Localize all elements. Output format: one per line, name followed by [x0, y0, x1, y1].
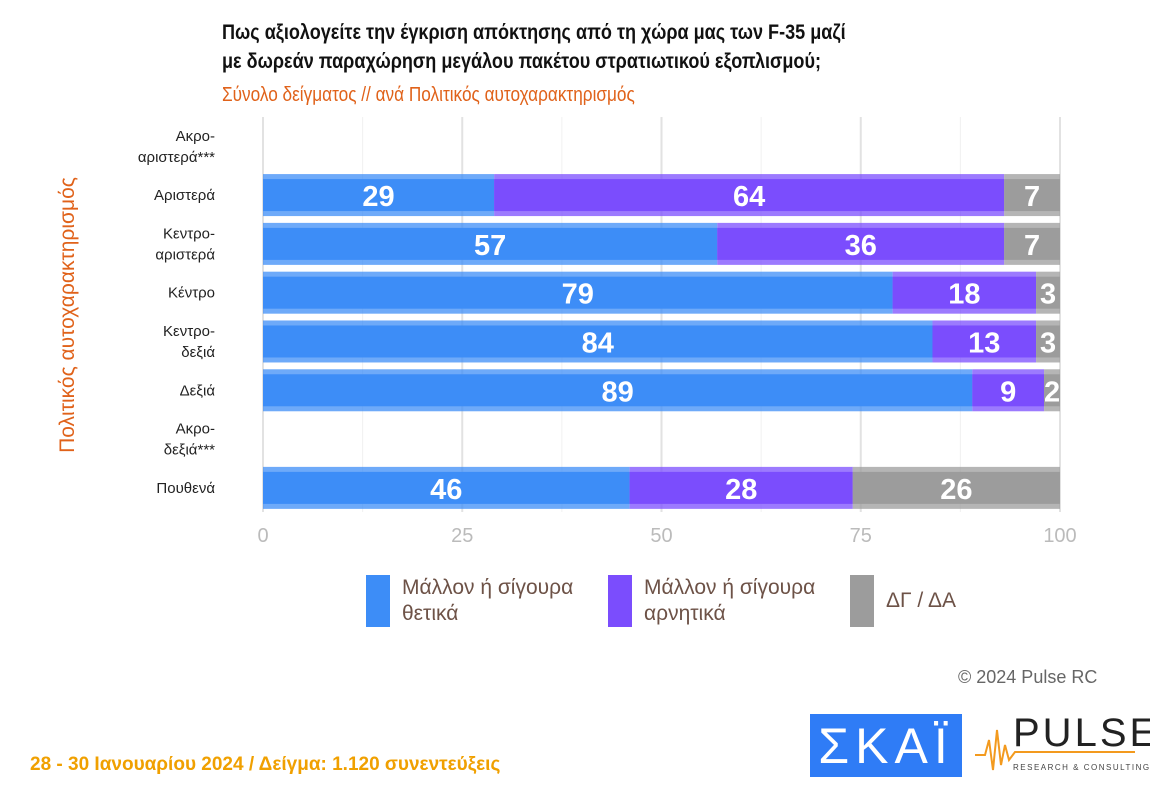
- skai-logo: ΣΚΑΪ: [810, 714, 962, 777]
- data-label: 29: [362, 181, 394, 213]
- x-tick-label: 100: [1043, 525, 1076, 547]
- data-label: 28: [725, 474, 757, 506]
- data-label: 57: [474, 230, 506, 262]
- legend-swatch: [366, 575, 390, 627]
- category-label: Κεντρο-: [163, 323, 215, 340]
- bar-segment: [717, 222, 1005, 265]
- bar-segment: [932, 320, 1037, 363]
- bar-segment: [263, 222, 718, 265]
- legend-swatch: [850, 575, 874, 627]
- category-label: Ακρο-: [176, 421, 215, 438]
- bar-segment: [263, 320, 933, 363]
- data-label: 7: [1024, 230, 1040, 262]
- bar-segment: [1036, 320, 1060, 363]
- category-label: αριστερά***: [138, 149, 215, 166]
- bar-segment: [263, 271, 893, 314]
- data-label: 46: [430, 474, 462, 506]
- legend-label: Μάλλον ή σίγουρα θετικά: [402, 576, 574, 625]
- data-label: 7: [1024, 181, 1040, 213]
- title-line-1: Πως αξιολογείτε την έγκριση απόκτησης απ…: [222, 21, 846, 44]
- legend-label: Μάλλον ή σίγουρα αρνητικά: [644, 576, 816, 625]
- x-tick-label: 75: [850, 525, 872, 547]
- legend-swatch: [608, 575, 632, 627]
- data-label: 26: [940, 474, 972, 506]
- category-label: Κεντρο-: [163, 225, 215, 242]
- category-label: Ακρο-: [176, 128, 215, 145]
- chart-title: Πως αξιολογείτε την έγκριση απόκτησης απ…: [222, 18, 846, 76]
- category-label: αριστερά: [155, 246, 215, 263]
- data-label: 2: [1044, 376, 1060, 408]
- title-line-2: με δωρεάν παραχώρηση μεγάλου πακέτου στρ…: [222, 50, 821, 73]
- footer-note: 28 - 30 Ιανουαρίου 2024 / Δείγμα: 1.120 …: [30, 754, 501, 775]
- data-label: 84: [582, 327, 614, 359]
- data-label: 9: [1000, 376, 1016, 408]
- legend-label: ΔΓ / ΔΑ: [886, 589, 956, 612]
- data-label: 3: [1040, 279, 1056, 311]
- category-label: δεξιά***: [164, 442, 215, 459]
- bar-segment: [629, 466, 853, 509]
- category-label: Αριστερά: [154, 187, 215, 204]
- bar-segment: [1004, 174, 1060, 217]
- data-label: 3: [1040, 327, 1056, 359]
- bar-segment: [494, 174, 1005, 217]
- bar-segment: [892, 271, 1037, 314]
- pulse-logo: PULSE RESEARCH & CONSULTING: [975, 711, 1150, 772]
- bar-segment: [263, 174, 495, 217]
- legend-item: Μάλλον ή σίγουρα αρνητικά: [608, 575, 815, 627]
- x-tick-label: 50: [650, 525, 672, 547]
- bar-segment: [972, 369, 1045, 412]
- svg-text:PULSE: PULSE: [1013, 711, 1150, 755]
- legend-item: Μάλλον ή σίγουρα θετικά: [366, 575, 573, 627]
- bar-segment: [263, 466, 630, 509]
- chart-subtitle: Σύνολο δείγματος // ανά Πολιτικός αυτοχα…: [222, 84, 635, 106]
- category-label: Κέντρο: [168, 285, 215, 302]
- bar-segment: [1004, 222, 1060, 265]
- bar-segment: [1036, 271, 1060, 314]
- data-label: 18: [948, 279, 980, 311]
- data-label: 64: [733, 181, 765, 213]
- x-tick-label: 25: [451, 525, 473, 547]
- copyright: © 2024 Pulse RC: [958, 667, 1098, 687]
- bar-segment: [263, 369, 973, 412]
- data-label: 13: [968, 327, 1000, 359]
- bar-segment: [852, 466, 1060, 509]
- data-label: 89: [602, 376, 634, 408]
- category-label: δεξιά: [181, 344, 215, 361]
- svg-text:RESEARCH & CONSULTING: RESEARCH & CONSULTING: [1013, 763, 1150, 772]
- data-label: 36: [845, 230, 877, 262]
- x-tick-label: 0: [257, 525, 268, 547]
- data-label: 79: [562, 279, 594, 311]
- category-label: Πουθενά: [156, 480, 215, 497]
- legend-item: ΔΓ / ΔΑ: [850, 575, 956, 627]
- category-label: Δεξιά: [180, 382, 216, 399]
- bar-segment: [1044, 369, 1060, 412]
